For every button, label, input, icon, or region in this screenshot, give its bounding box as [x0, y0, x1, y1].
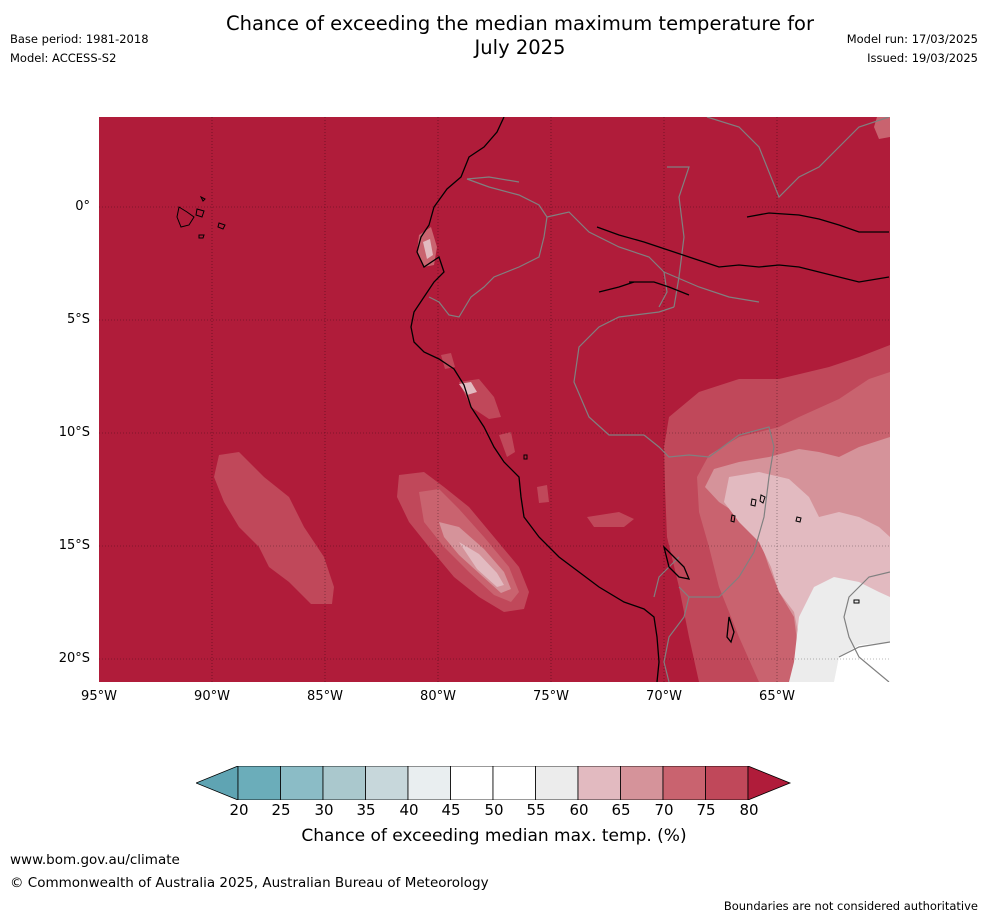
colorbar-cell: [407, 765, 451, 801]
map-panel: [99, 117, 890, 682]
issued-date: Issued: 19/03/2025: [867, 51, 978, 65]
lon-label-85w: 85°W: [307, 689, 343, 704]
colorbar-cell: [322, 765, 366, 801]
cb-tick-55: 55: [526, 801, 546, 819]
map-svg: [99, 117, 890, 682]
lon-label-65w: 65°W: [759, 689, 795, 704]
colorbar-cell: [237, 765, 281, 801]
title-line-1: Chance of exceeding the median maximum t…: [225, 12, 815, 35]
colorbar-svg: [194, 765, 792, 801]
colorbar-cell: [577, 765, 621, 801]
lon-label-90w: 90°W: [194, 689, 230, 704]
footer-url: www.bom.gov.au/climate: [10, 852, 180, 868]
cb-tick-70: 70: [654, 801, 674, 819]
lat-label-5s: 5°S: [66, 312, 90, 327]
colorbar-cell: [365, 765, 409, 801]
contour-75-coast-b: [499, 432, 515, 457]
colorbar-cell: [492, 765, 536, 801]
cb-tick-65: 65: [611, 801, 631, 819]
colorbar-cell: [535, 765, 579, 801]
country-borders: [428, 117, 890, 682]
colorbar-cell: [450, 765, 494, 801]
lat-label-10s: 10°S: [58, 425, 90, 440]
lon-label-80w: 80°W: [420, 689, 456, 704]
lon-label-70w: 70°W: [646, 689, 682, 704]
lat-label-20s: 20°S: [58, 651, 90, 666]
colorbar-arrow-high: [747, 765, 792, 801]
coastline: [410, 117, 890, 682]
cb-tick-40: 40: [399, 801, 419, 819]
model-run: Model run: 17/03/2025: [846, 32, 978, 46]
lon-label-95w: 95°W: [81, 689, 117, 704]
contour-75-offshore-a: [214, 452, 334, 604]
cb-tick-25: 25: [271, 801, 291, 819]
small-lakes: [523, 454, 860, 604]
cb-tick-50: 50: [484, 801, 504, 819]
meta-right: Model run: 17/03/2025 Issued: 19/03/2025: [847, 32, 978, 70]
galapagos-islands: [176, 195, 226, 239]
base-period: Base period: 1981-2018: [10, 32, 149, 46]
contour-75-inland-a: [587, 512, 634, 527]
colorbar-cell: [705, 765, 749, 801]
cb-tick-30: 30: [314, 801, 334, 819]
colorbar-title: Chance of exceeding median max. temp. (%…: [301, 826, 687, 846]
colorbar-cells: [194, 765, 792, 801]
cb-tick-45: 45: [441, 801, 461, 819]
model-name: Model: ACCESS-S2: [10, 51, 117, 65]
cb-tick-60: 60: [569, 801, 589, 819]
cb-tick-75: 75: [696, 801, 716, 819]
colorbar: [194, 765, 792, 801]
lat-label-0: 0°: [75, 199, 90, 214]
footer-copyright: © Commonwealth of Australia 2025, Austra…: [10, 875, 489, 891]
title-line-2: July 2025: [474, 36, 566, 59]
contour-75-coast-c: [537, 485, 549, 503]
colorbar-arrow-low: [194, 765, 239, 801]
cb-tick-80: 80: [739, 801, 759, 819]
contour-55-coast-e: [423, 239, 433, 259]
cb-tick-20: 20: [229, 801, 249, 819]
colorbar-cell: [662, 765, 706, 801]
contour-60-offshore-b: [459, 542, 504, 587]
gridlines: [99, 117, 890, 682]
contour-75-northeast: [874, 117, 890, 139]
cb-tick-35: 35: [356, 801, 376, 819]
contour-75-coast-d: [441, 353, 455, 369]
meta-left: Base period: 1981-2018 Model: ACCESS-S2: [10, 32, 149, 70]
lon-label-75w: 75°W: [533, 689, 569, 704]
chart-title: Chance of exceeding the median maximum t…: [200, 12, 840, 60]
footer-note: Boundaries are not considered authoritat…: [723, 899, 978, 913]
colorbar-cell: [620, 765, 664, 801]
lat-label-15s: 15°S: [58, 538, 90, 553]
colorbar-cell: [280, 765, 324, 801]
